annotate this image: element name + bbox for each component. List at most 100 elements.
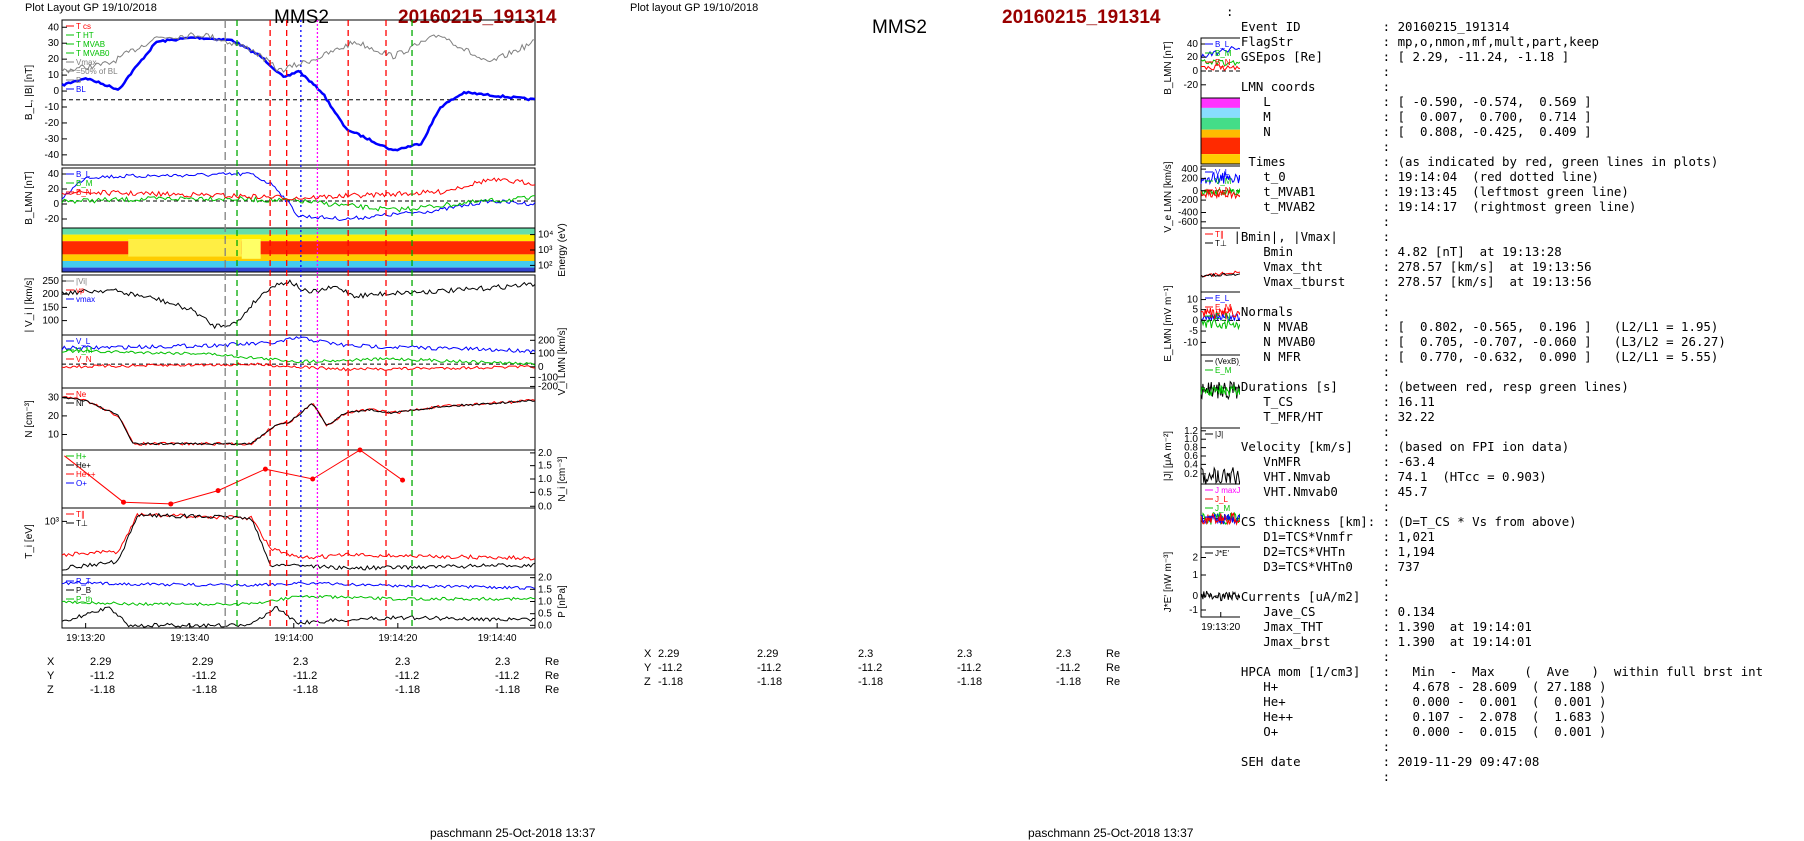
text-line: |Bmin|, |Vmax| :	[1226, 229, 1391, 244]
position-unit: Re	[1106, 676, 1121, 688]
position-row-label: Z	[47, 684, 54, 696]
left-legend-label: He+	[76, 461, 91, 470]
left-rtick-label: 1.5	[538, 584, 552, 595]
position-value: -1.18	[757, 676, 783, 688]
left-series-3	[61, 362, 536, 372]
text-line: HPCA mom [1/cm3] : Min - Max ( Ave ) wit…	[1226, 664, 1764, 679]
left-panel-8: 10³ T_i [eV] T∥T⊥	[24, 507, 536, 576]
middle-legend-label: V_L	[1215, 168, 1230, 177]
left-ytick-label: 0	[53, 199, 59, 210]
left-rtick-label: 2.0	[538, 573, 552, 584]
middle-panel-frame	[1200, 37, 1240, 99]
left-series-2	[61, 396, 536, 446]
position-unit: Re	[1106, 648, 1121, 660]
position-unit: Re	[545, 656, 560, 668]
position-value: -11.2	[1056, 662, 1081, 674]
middle-legend-label: E_M	[1215, 366, 1232, 375]
text-line: :	[1226, 424, 1391, 439]
middle-spec-band	[1201, 107, 1240, 118]
position-value: 2.29	[757, 648, 779, 660]
left-panel-frame	[61, 574, 536, 629]
left-panel-3: 10⁴ 10³ 10² Energy (eV)	[61, 223, 568, 277]
middle-legend-label: E_N	[1215, 312, 1231, 321]
position-value: -1.18	[395, 684, 421, 696]
middle-spec-band	[1201, 98, 1240, 108]
text-line: D2=TCS*VHTn : 1,194	[1226, 544, 1435, 559]
left-series-1	[61, 336, 536, 354]
middle-ytick-label: 10	[1187, 295, 1199, 306]
position-unit: Re	[545, 684, 560, 696]
left-ytick-label: 30	[48, 392, 60, 403]
left-legend-label: T HT	[76, 31, 94, 40]
text-line: H+ : 4.678 - 28.609 ( 27.188 )	[1226, 679, 1607, 694]
position-value: -1.18	[658, 676, 684, 688]
left-xtick-label: 19:13:40	[170, 633, 209, 644]
text-line: VHT.Nmvab0 : 45.7	[1226, 484, 1428, 499]
text-line: N : [ 0.808, -0.425, 0.409 ]	[1226, 124, 1592, 139]
left-legend-label: BL	[76, 85, 86, 94]
left-rtick-label: 10⁴	[538, 230, 553, 241]
left-rtick-label: -200	[538, 381, 558, 392]
left-ylabel: | V_i | [km/s]	[24, 277, 35, 332]
text-line: L : [ -0.590, -0.574, 0.569 ]	[1226, 94, 1592, 109]
left-rtick-label: 0	[538, 362, 544, 373]
middle-header: Plot layout GP 19/10/2018	[630, 2, 759, 14]
middle-panel-1: 40 20 0 -20 B_LMN [nT] B_LB_MB_N	[1163, 37, 1240, 99]
left-ylabel: B_L, |B| [nT]	[24, 65, 35, 120]
text-line: He+ : 0.000 - 0.001 ( 0.001 )	[1226, 694, 1607, 709]
left-panel-frame	[61, 167, 536, 229]
left-rtick-label: 0.5	[538, 487, 552, 498]
left-legend-label: V_L	[76, 337, 91, 346]
middle-ytick-label: 0.2	[1184, 469, 1198, 480]
left-ytick-label: 250	[42, 276, 59, 287]
position-value: -11.2	[495, 670, 520, 682]
left-legend-label: T cs	[76, 22, 91, 31]
position-unit: Re	[1106, 662, 1121, 674]
left-series-1	[61, 279, 536, 330]
middle-ytick-label: -5	[1189, 326, 1198, 337]
left-legend-label: =50% of BL	[76, 67, 118, 76]
left-legend-label: vp	[76, 286, 85, 295]
left-legend-label: B_L	[76, 170, 91, 179]
left-ytick-label: 20	[48, 184, 60, 195]
position-value: 2.29	[192, 656, 214, 668]
text-line: Vmax_tht : 278.57 [km/s] at 19:13:56	[1226, 259, 1592, 274]
middle-event-label: 20160215_191314	[1002, 7, 1161, 28]
left-ylabel: T_i [eV]	[24, 524, 35, 559]
left-ytick-label: 40	[48, 22, 60, 33]
text-line: :	[1226, 214, 1391, 229]
left-series-2	[61, 32, 536, 74]
left-right-label: V_i LMN [km/s]	[557, 327, 568, 395]
left-spec-band	[62, 267, 535, 272]
text-line: :	[1226, 4, 1234, 19]
left-right-label: P [nPa]	[557, 585, 568, 618]
left-series-1	[61, 396, 536, 446]
left-spec-band	[62, 254, 535, 261]
text-line: t_0 : 19:14:04 (red dotted line)	[1226, 169, 1599, 184]
middle-ytick-label: 200	[1181, 173, 1198, 184]
text-line: :	[1226, 64, 1391, 79]
left-series-2	[61, 349, 536, 366]
middle-ylabel: J*E' [nW m⁻³]	[1163, 552, 1174, 613]
position-value: -1.18	[1056, 676, 1082, 688]
text-line: Jave_CS : 0.134	[1226, 604, 1435, 619]
middle-panel-frame	[1200, 165, 1240, 229]
middle-legend-label: (VexB)_M	[1215, 357, 1240, 366]
text-line: T_MFR/HT : 32.22	[1226, 409, 1435, 424]
left-legend-label: Ni	[76, 399, 84, 408]
text-line: :	[1226, 769, 1391, 784]
text-line: GSEpos [Re] : [ 2.29, -11.24, -1.18 ]	[1226, 49, 1570, 64]
text-line: LMN coords :	[1226, 79, 1391, 94]
left-xtick-label: 19:13:20	[66, 633, 105, 644]
text-line: :	[1226, 649, 1391, 664]
left-legend-label: T MVAB0	[76, 49, 110, 58]
left-legend-label: P_th	[76, 595, 92, 604]
left-event-label: 20160215_191314	[398, 7, 557, 28]
left-panel-frame	[61, 274, 536, 336]
position-value: 2.29	[658, 648, 680, 660]
